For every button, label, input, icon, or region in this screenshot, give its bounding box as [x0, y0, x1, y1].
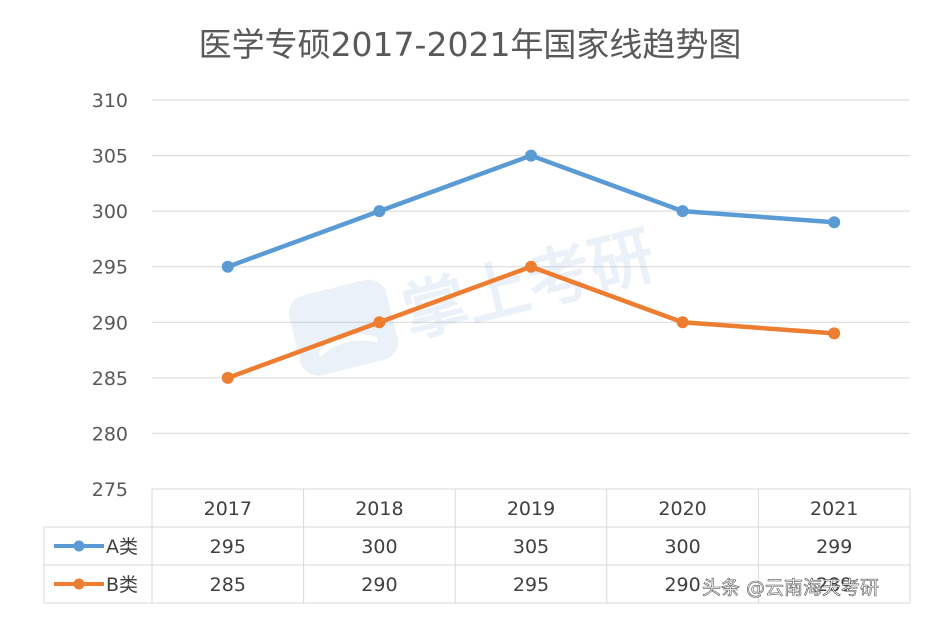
data-table: 2017 2018 2019 2020 2021 A类 295 300 305 300 299 B类 2… [43, 488, 911, 604]
chart-title: 医学专硕2017-2021年国家线趋势图 [199, 25, 742, 64]
table-cell-value: 289 [816, 574, 852, 596]
data-point [828, 327, 841, 340]
data-point [676, 205, 689, 218]
x-category-label: 2020 [658, 498, 706, 520]
y-tick-label: 290 [92, 312, 128, 334]
data-point [525, 149, 537, 162]
watermark-logo-icon [288, 279, 399, 376]
y-tick-label: 285 [92, 368, 128, 390]
table-cell-value: 295 [210, 536, 246, 558]
table-cell-value: 290 [664, 574, 700, 596]
x-category-label: 2018 [355, 498, 403, 520]
data-point [221, 371, 234, 384]
legend-label: A类 [106, 536, 138, 558]
table-cell-value: 290 [361, 574, 397, 596]
source-credit: 头条 @云南海天考研 [702, 577, 879, 599]
x-category-label: 2021 [810, 498, 858, 520]
y-tick-label: 305 [92, 146, 128, 168]
data-point [373, 205, 386, 218]
legend-marker-key [73, 540, 85, 552]
legend-marker-key [73, 578, 85, 590]
series-layer [221, 149, 841, 384]
table-cell-value: 299 [816, 536, 852, 558]
y-tick-label: 300 [92, 201, 128, 223]
table-cell-value: 285 [210, 574, 246, 596]
x-category-label: 2017 [204, 498, 252, 520]
y-tick-label: 310 [92, 90, 128, 112]
data-point [676, 316, 689, 329]
y-axis: 275 280 285 290 295 300 305 310 [92, 90, 128, 501]
y-tick-label: 295 [92, 257, 128, 279]
table-cell-value: 295 [513, 574, 549, 596]
data-point [828, 216, 841, 229]
legend-label: B类 [106, 574, 138, 596]
table-cell-value: 300 [361, 536, 397, 558]
table-cell-value: 305 [513, 536, 549, 558]
data-point [525, 260, 537, 273]
series-2 [221, 260, 841, 384]
data-point [221, 260, 234, 273]
x-category-label: 2019 [507, 498, 555, 520]
series-1 [221, 149, 841, 273]
data-point [373, 316, 386, 329]
y-tick-label: 275 [92, 479, 128, 501]
table-cell-value: 300 [664, 536, 700, 558]
y-tick-label: 280 [92, 423, 128, 445]
